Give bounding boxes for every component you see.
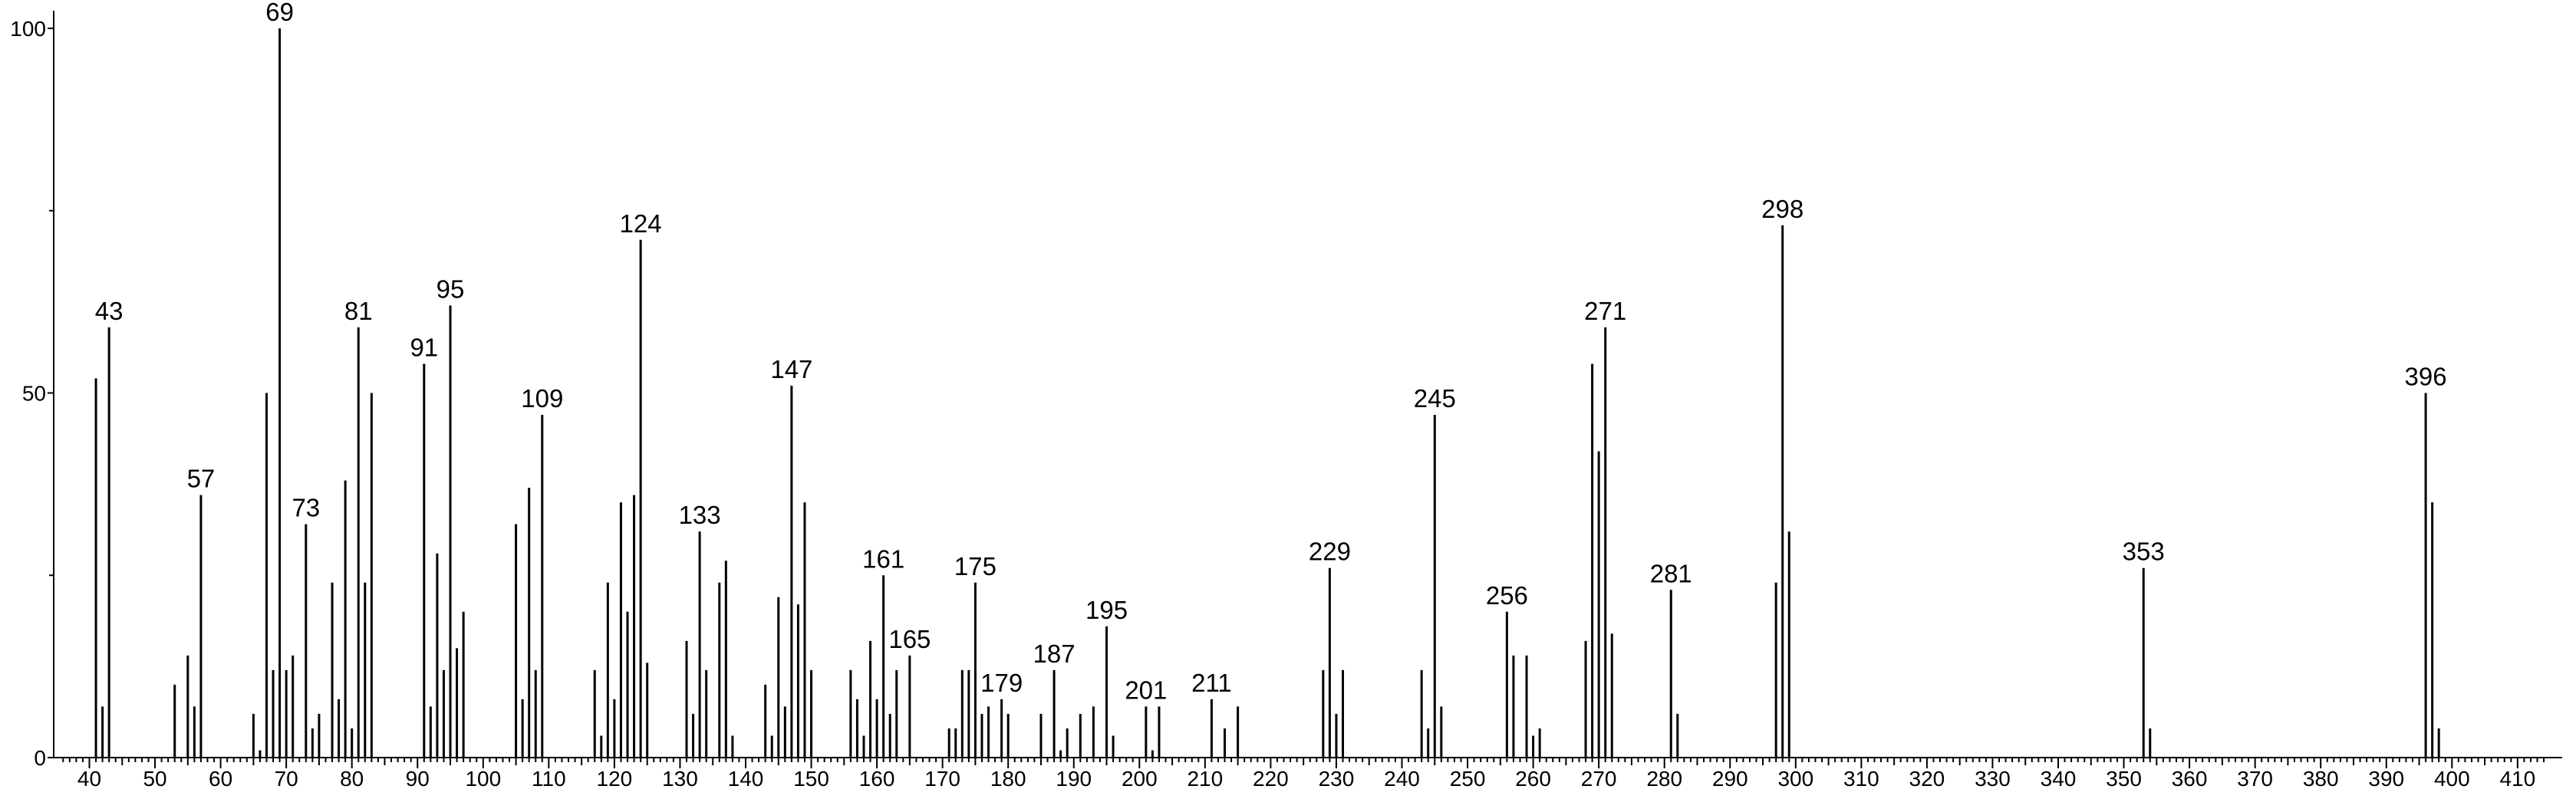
x-tick-label-370: 370 (2237, 767, 2273, 791)
x-tick-label-150: 150 (793, 767, 829, 791)
peak-label-256: 256 (1486, 581, 1528, 610)
peak-label-245: 245 (1414, 384, 1456, 413)
x-tick-label-240: 240 (1384, 767, 1420, 791)
x-tick-label-290: 290 (1712, 767, 1748, 791)
peak-label-81: 81 (344, 297, 373, 325)
x-tick-label-190: 190 (1056, 767, 1092, 791)
peak-label-95: 95 (436, 275, 465, 303)
x-tick-label-340: 340 (2041, 767, 2077, 791)
x-tick-label-350: 350 (2106, 767, 2142, 791)
peak-label-298: 298 (1761, 195, 1804, 223)
peak-label-124: 124 (620, 209, 662, 238)
y-axis: 0 50 100 (10, 11, 54, 770)
x-tick-label-410: 410 (2499, 767, 2535, 791)
x-tick-label-130: 130 (662, 767, 698, 791)
peak-label-229: 229 (1309, 538, 1351, 566)
peak-label-133: 133 (679, 501, 721, 529)
x-tick-label-100: 100 (465, 767, 501, 791)
peak-label-165: 165 (888, 625, 931, 653)
x-tick-label-220: 220 (1253, 767, 1289, 791)
x-tick-label-400: 400 (2434, 767, 2470, 791)
peak-label-195: 195 (1085, 596, 1128, 624)
x-tick-label-320: 320 (1909, 767, 1945, 791)
x-tick-label-230: 230 (1319, 767, 1355, 791)
peak-label-73: 73 (292, 494, 320, 522)
peak-label-147: 147 (770, 355, 812, 383)
y-tick-label-100: 100 (10, 17, 46, 41)
peak-label-187: 187 (1033, 640, 1076, 668)
x-tick-label-380: 380 (2303, 767, 2339, 791)
x-tick-label-210: 210 (1187, 767, 1223, 791)
x-tick-label-170: 170 (924, 767, 960, 791)
x-tick-label-390: 390 (2368, 767, 2404, 791)
x-tick-label-250: 250 (1450, 767, 1486, 791)
peak-label-57: 57 (187, 465, 216, 493)
x-tick-label-280: 280 (1646, 767, 1682, 791)
x-tick-label-120: 120 (597, 767, 633, 791)
x-tick-label-90: 90 (406, 767, 430, 791)
peak-label-91: 91 (410, 333, 438, 361)
x-axis: 40 50 60 70 80 90 100 110 120 130 140 150 160 170 180 1… (51, 757, 2562, 791)
x-tick-label-180: 180 (990, 767, 1026, 791)
x-tick-label-360: 360 (2172, 767, 2208, 791)
peak-labels: 43 57 69 73 81 91 95 109 124 133 147 161 165 175 179 18… (95, 0, 2447, 704)
peak-label-353: 353 (2123, 538, 2165, 566)
peak-label-161: 161 (862, 544, 904, 573)
peak-label-201: 201 (1125, 676, 1167, 704)
x-tick-label-70: 70 (275, 767, 298, 791)
peak-label-43: 43 (95, 297, 124, 325)
x-tick-label-60: 60 (209, 767, 232, 791)
peak-label-109: 109 (521, 384, 563, 413)
x-tick-label-270: 270 (1581, 767, 1617, 791)
peak-label-396: 396 (2405, 363, 2447, 391)
x-tick-label-80: 80 (340, 767, 364, 791)
x-tick-label-200: 200 (1122, 767, 1158, 791)
x-tick-label-160: 160 (859, 767, 895, 791)
peak-label-211: 211 (1191, 669, 1232, 697)
peak-bars (94, 28, 2440, 758)
x-tick-label-50: 50 (143, 767, 166, 791)
peak-label-281: 281 (1650, 559, 1692, 587)
x-tick-label-260: 260 (1515, 767, 1551, 791)
x-tick-label-310: 310 (1843, 767, 1879, 791)
x-tick-label-300: 300 (1777, 767, 1813, 791)
peak-label-69: 69 (265, 0, 294, 26)
peak-label-179: 179 (980, 669, 1023, 697)
x-tick-label-110: 110 (532, 767, 566, 791)
x-tick-label-330: 330 (1975, 767, 2011, 791)
peak-label-175: 175 (954, 552, 996, 580)
y-tick-label-0: 0 (34, 746, 46, 770)
y-tick-label-50: 50 (22, 382, 46, 406)
x-tick-label-140: 140 (728, 767, 764, 791)
x-tick-label-40: 40 (77, 767, 101, 791)
peak-label-271: 271 (1584, 297, 1626, 325)
